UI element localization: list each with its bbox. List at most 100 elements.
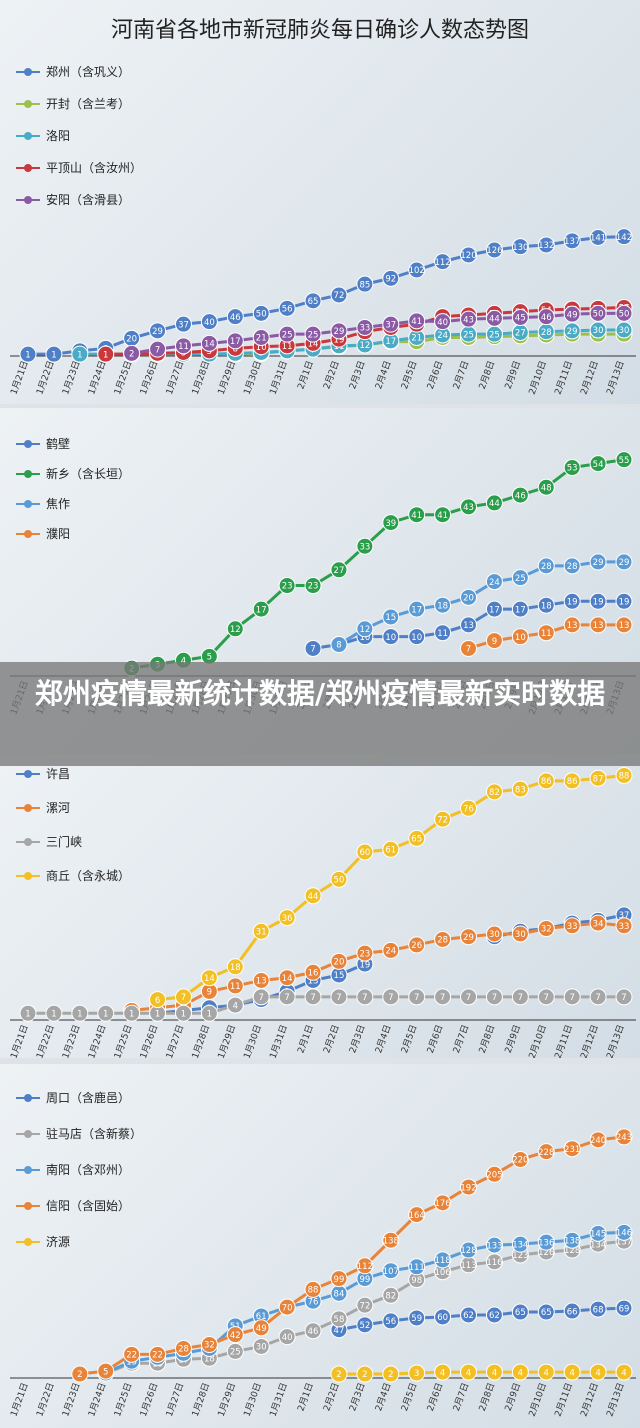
data-point	[226, 620, 244, 638]
data-point	[615, 616, 633, 634]
data-label: 7	[362, 993, 367, 1003]
x-tick-label: 1月23日	[60, 1381, 82, 1418]
data-point	[408, 829, 426, 847]
data-label: 30	[515, 930, 526, 940]
data-label: 21	[256, 334, 267, 344]
x-tick-label: 2月7日	[451, 1381, 471, 1412]
data-label: 68	[593, 1305, 604, 1315]
data-point	[408, 936, 426, 954]
data-point	[330, 988, 348, 1006]
series-group: 47 52 56 59 60 62 62 65 65 66 68 69	[330, 1299, 633, 1339]
data-point	[174, 988, 192, 1006]
data-point	[382, 269, 400, 287]
data-point	[97, 1004, 115, 1022]
x-tick-label: 1月29日	[216, 1381, 238, 1418]
data-point	[460, 639, 478, 657]
data-label: 1	[207, 1009, 212, 1019]
x-tick-label: 1月25日	[112, 1381, 134, 1418]
legend-label: 濮阳	[46, 527, 71, 541]
data-label: 12	[359, 625, 370, 635]
data-label: 136	[538, 1238, 554, 1248]
series-group: 2 2 2 3 4 4 4 4 4 4 4 4	[330, 1363, 633, 1383]
data-label: 76	[463, 804, 474, 814]
data-point	[304, 887, 322, 905]
x-tick-label: 1月28日	[190, 1381, 212, 1418]
data-label: 20	[126, 335, 137, 345]
data-label: 145	[590, 1230, 606, 1240]
data-label: 137	[564, 237, 580, 247]
data-point	[408, 312, 426, 330]
data-label: 2	[129, 350, 134, 360]
data-point	[563, 917, 581, 935]
x-tick-label: 2月4日	[373, 359, 393, 390]
data-point	[460, 1306, 478, 1324]
data-label: 4	[544, 1368, 549, 1378]
data-point	[589, 769, 607, 787]
data-label: 29	[567, 327, 578, 337]
data-point	[408, 1206, 426, 1224]
data-point	[19, 345, 37, 363]
x-tick-label: 2月4日	[373, 1023, 393, 1054]
data-point	[356, 1257, 374, 1275]
data-label: 228	[538, 1148, 554, 1158]
data-point	[511, 628, 529, 646]
data-label: 59	[411, 1314, 422, 1324]
data-point	[304, 988, 322, 1006]
data-point	[200, 334, 218, 352]
data-label: 4	[181, 656, 186, 666]
data-point	[356, 319, 374, 336]
data-label: 28	[178, 1345, 189, 1355]
x-tick-label: 2月11日	[553, 1023, 575, 1058]
data-point	[45, 1004, 63, 1022]
x-tick-label: 1月24日	[86, 1381, 108, 1418]
data-point	[589, 1300, 607, 1318]
legend-label: 鹤壁	[46, 437, 71, 451]
data-label: 7	[466, 645, 471, 655]
data-label: 43	[463, 503, 474, 513]
data-label: 36	[282, 914, 293, 924]
data-point	[460, 498, 478, 516]
data-label: 7	[544, 993, 549, 1003]
data-point	[485, 241, 503, 259]
data-label: 62	[489, 1311, 500, 1321]
data-point	[382, 840, 400, 858]
x-tick-label: 2月13日	[604, 1381, 626, 1418]
data-label: 134	[590, 1240, 606, 1250]
data-point	[278, 909, 296, 927]
data-label: 58	[334, 1315, 345, 1325]
data-point	[304, 325, 322, 343]
data-point	[537, 1303, 555, 1321]
data-point	[460, 310, 478, 328]
data-label: 56	[282, 305, 293, 315]
legend-marker	[24, 1130, 32, 1138]
data-label: 54	[593, 460, 604, 470]
data-label: 25	[515, 574, 526, 584]
data-label: 25	[282, 330, 293, 340]
x-tick-label: 1月22日	[34, 359, 56, 396]
data-label: 29	[334, 327, 345, 337]
data-point	[537, 772, 555, 790]
series-group: 234512172323273339414143444648535455	[123, 451, 633, 677]
data-label: 133	[486, 1241, 502, 1251]
data-label: 41	[411, 317, 422, 327]
data-label: 1	[129, 1009, 134, 1019]
data-label: 2	[388, 1370, 393, 1380]
data-label: 137	[616, 1237, 632, 1247]
data-label: 86	[567, 777, 578, 787]
series-group: 2 7 11 14 17 21 25 25 29 33 37 41 40 43 44 45 46 49 50 50	[123, 304, 633, 362]
data-point	[537, 920, 555, 938]
data-point	[45, 345, 63, 363]
data-point	[537, 308, 555, 326]
data-point	[460, 1363, 478, 1381]
data-point	[278, 969, 296, 987]
data-point	[330, 952, 348, 970]
data-label: 13	[593, 621, 604, 631]
legend-marker	[24, 164, 32, 172]
data-point	[278, 577, 296, 595]
data-label: 46	[541, 313, 552, 323]
x-tick-label: 2月7日	[451, 1023, 471, 1054]
legend-label: 郑州（含巩义）	[46, 65, 131, 79]
data-point	[330, 870, 348, 888]
series-group: 6 7 14 18 31 36 44 50 60 61 65 72 76 82 83 86 86 87 88	[149, 766, 633, 1009]
data-label: 10	[515, 633, 526, 643]
